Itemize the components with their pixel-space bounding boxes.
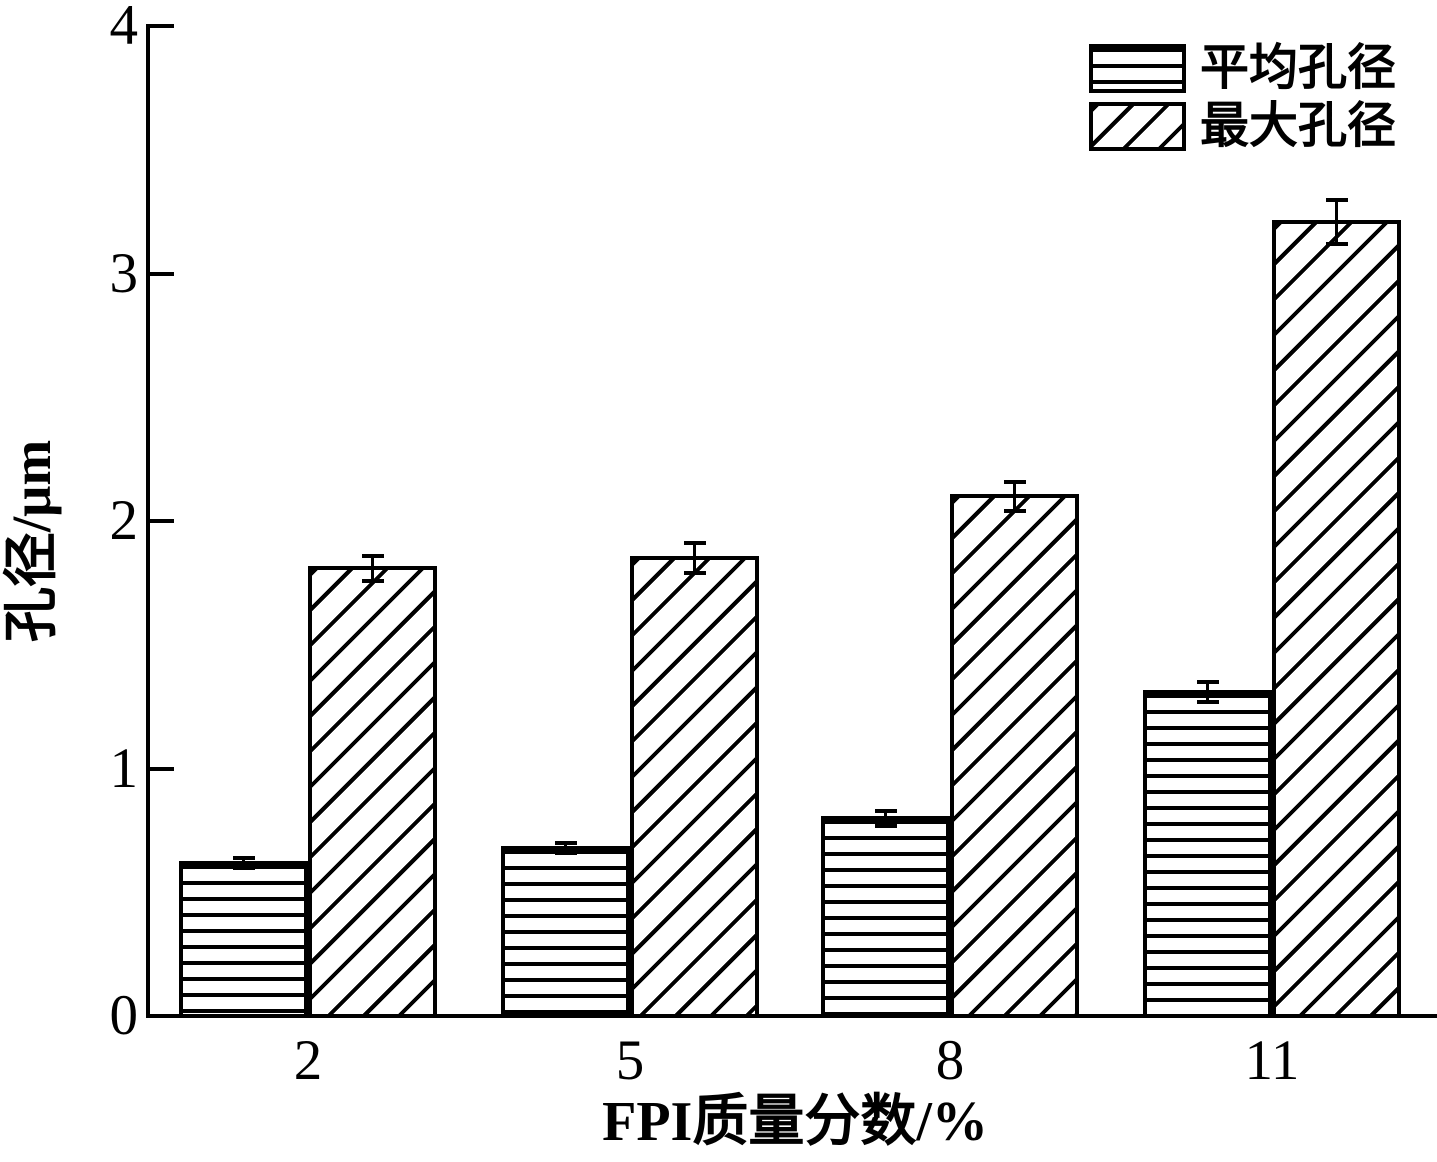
bar-maximum-x5 bbox=[630, 556, 759, 1018]
error-bar-cap-top bbox=[232, 855, 255, 860]
bar-average-x2 bbox=[179, 860, 308, 1018]
error-bar-cap-top bbox=[1325, 197, 1348, 202]
error-bar-line bbox=[1206, 682, 1209, 702]
error-bar-line bbox=[884, 810, 887, 826]
x-axis-line bbox=[146, 1014, 1437, 1018]
bar-maximum-x2 bbox=[308, 566, 437, 1018]
error-bar-cap-bottom bbox=[1325, 242, 1348, 247]
x-tick-label-5: 5 bbox=[615, 1029, 645, 1092]
legend-label-maximum: 最大孔径 bbox=[1200, 98, 1397, 153]
bar-maximum-x11 bbox=[1272, 219, 1401, 1018]
error-bar-cap-top bbox=[554, 840, 577, 845]
x-tick-label-8: 8 bbox=[935, 1029, 965, 1092]
bar-average-x5 bbox=[501, 845, 630, 1018]
y-tick-label-0: 0 bbox=[109, 984, 139, 1047]
error-bar-cap-bottom bbox=[874, 823, 897, 828]
error-bar-cap-bottom bbox=[361, 578, 384, 583]
error-bar-cap-top bbox=[683, 541, 706, 546]
error-bar-cap-bottom bbox=[232, 865, 255, 870]
legend: 平均孔径 最大孔径 bbox=[1089, 42, 1396, 158]
error-bar-cap-top bbox=[874, 808, 897, 813]
error-bar-cap-bottom bbox=[683, 571, 706, 576]
y-axis-line bbox=[146, 24, 150, 1018]
y-tick-label-1: 1 bbox=[109, 736, 139, 800]
error-bar-line bbox=[564, 842, 567, 853]
y-tick-4 bbox=[150, 24, 174, 29]
error-bar-cap-bottom bbox=[1196, 699, 1219, 704]
y-tick-label-4: 4 bbox=[109, 0, 139, 58]
x-tick-label-2: 2 bbox=[293, 1029, 323, 1092]
error-bar-cap-bottom bbox=[1003, 509, 1026, 514]
error-bar-cap-bottom bbox=[554, 850, 577, 855]
x-axis-label: FPI质量分数/% bbox=[602, 1091, 988, 1153]
legend-row-average: 平均孔径 bbox=[1089, 42, 1396, 94]
error-bar-cap-top bbox=[361, 553, 384, 558]
bar-average-x8 bbox=[821, 816, 950, 1018]
legend-swatch-diagonal-hatch bbox=[1089, 101, 1186, 151]
error-bar-line bbox=[1335, 199, 1338, 245]
y-tick-1 bbox=[150, 766, 174, 771]
y-tick-2 bbox=[150, 519, 174, 524]
error-bar-line bbox=[371, 555, 374, 581]
error-bar-line bbox=[1013, 481, 1016, 512]
legend-swatch-horizontal-hatch bbox=[1089, 43, 1186, 93]
legend-label-average: 平均孔径 bbox=[1200, 40, 1397, 95]
bar-average-x11 bbox=[1143, 689, 1272, 1018]
y-tick-label-2: 2 bbox=[109, 489, 139, 553]
error-bar-cap-top bbox=[1196, 680, 1219, 684]
error-bar-cap-top bbox=[1003, 479, 1026, 484]
legend-row-maximum: 最大孔径 bbox=[1089, 100, 1396, 152]
y-tick-3 bbox=[150, 271, 174, 276]
bar-maximum-x8 bbox=[950, 494, 1079, 1018]
error-bar-line bbox=[242, 857, 245, 868]
x-tick-label-11: 11 bbox=[1244, 1029, 1300, 1092]
error-bar-line bbox=[693, 543, 696, 574]
y-tick-label-3: 3 bbox=[109, 241, 139, 305]
